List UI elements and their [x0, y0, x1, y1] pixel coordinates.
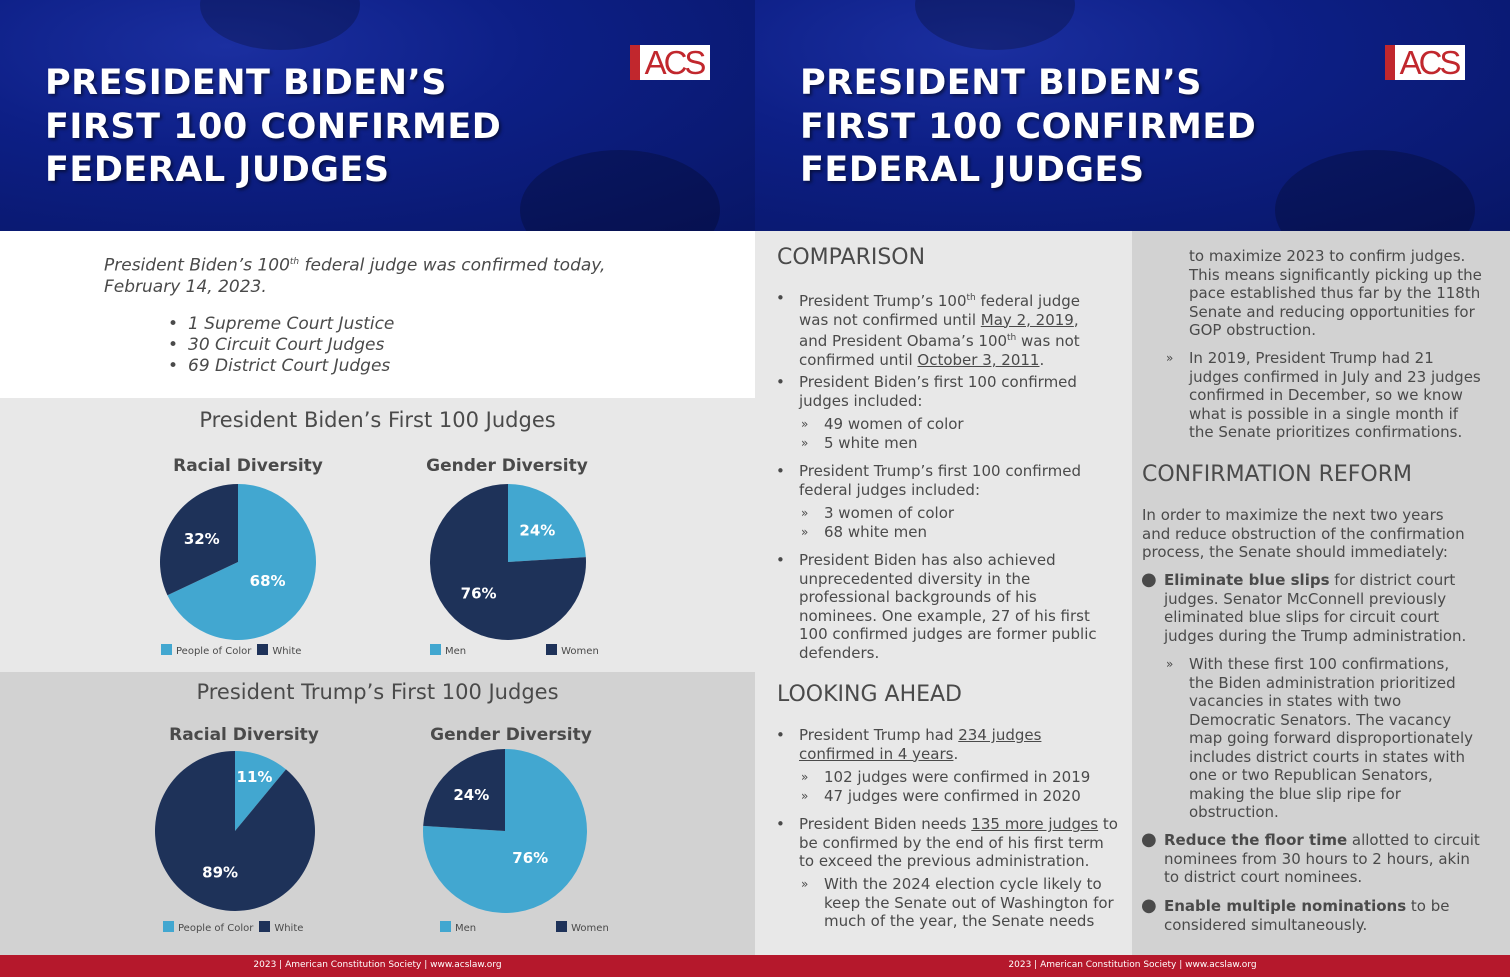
biden-charts-section — [0, 398, 755, 672]
gavel-shadow — [1275, 150, 1475, 231]
acs-logo: ACS — [1385, 44, 1465, 81]
list-item: ● Eliminate blue slips for district cour… — [1141, 569, 1467, 645]
judges-link[interactable]: 234 judges — [958, 726, 1042, 744]
pie-value-label: 32% — [184, 530, 220, 548]
list-item: 30 Circuit Court Judges — [168, 335, 394, 356]
sub-item: » With these first 100 confirmations, the… — [1166, 655, 1474, 821]
sub-item: » In 2019, President Trump had 21 judges … — [1166, 349, 1481, 441]
pie-slice-white — [154, 751, 315, 912]
trump-charts-title: President Trump’s First 100 Judges — [196, 680, 559, 704]
footer-bar — [0, 955, 1510, 977]
gavel-shadow — [915, 0, 1075, 50]
page-title: PRESIDENT BIDEN’S FIRST 100 CONFIRMED FE… — [800, 63, 1257, 190]
legend: Men Women — [430, 644, 599, 657]
header-banner-left: PRESIDENT BIDEN’S FIRST 100 CONFIRMED FE… — [0, 0, 755, 231]
pie-value-label: 68% — [250, 572, 286, 590]
chart-heading: Racial Diversity — [169, 725, 319, 745]
legend-item: People of Color — [163, 921, 253, 934]
intro-list: 1 Supreme Court Justice 30 Circuit Court… — [168, 314, 394, 377]
list-item: • President Trump had 234 judges confirm… — [776, 726, 1042, 763]
chart-heading: Racial Diversity — [173, 456, 323, 476]
pie-value-label: 89% — [202, 863, 238, 881]
page-title: PRESIDENT BIDEN’S FIRST 100 CONFIRMED FE… — [45, 63, 502, 190]
pie-value-label: 76% — [512, 849, 548, 867]
comparison-heading: COMPARISON — [777, 245, 926, 270]
pie-slice-white — [159, 484, 238, 596]
pie-slice-women — [430, 484, 586, 640]
list-item: • President Trump’s 100th federal judge … — [776, 289, 1080, 369]
pie-value-label: 24% — [453, 786, 489, 804]
list-item: 1 Supreme Court Justice — [168, 314, 394, 335]
chart-heading: Gender Diversity — [426, 456, 588, 476]
biden-charts-title: President Biden’s First 100 Judges — [199, 408, 556, 432]
list-item: • President Biden needs 135 more judges … — [776, 815, 1118, 870]
list-item: • President Biden has also achieved unpre… — [776, 551, 1097, 662]
sub-item: » 3 women of color — [801, 504, 955, 522]
list-item: ● Enable multiple nominations to be cons… — [1141, 895, 1450, 934]
reform-column — [1132, 231, 1510, 955]
footer-text: 2023 | American Constitution Society | w… — [253, 960, 502, 970]
sub-item: » 102 judges were confirmed in 2019 — [801, 768, 1091, 786]
pie-slice-people-of-color — [167, 484, 316, 640]
looking-ahead-heading: LOOKING AHEAD — [777, 682, 963, 707]
gavel-shadow — [520, 150, 720, 231]
date-link[interactable]: May 2, 2019 — [980, 310, 1074, 329]
gavel-shadow — [200, 0, 360, 50]
footer-text: 2023 | American Constitution Society | w… — [1008, 960, 1257, 970]
pie-slice-women — [423, 749, 505, 831]
sub-item: » 5 white men — [801, 434, 918, 452]
sub-item: » 49 women of color — [801, 415, 964, 433]
continued-text: to maximize 2023 to confirm judges. This … — [1189, 247, 1482, 339]
legend: People of Color White — [163, 921, 303, 934]
pie-slice-people-of-color — [235, 751, 286, 831]
reform-intro: In order to maximize the next two years a… — [1142, 506, 1465, 561]
reform-heading: CONFIRMATION REFORM — [1142, 462, 1413, 487]
legend: Men Women — [440, 921, 609, 934]
legend-item: Men — [430, 644, 466, 657]
sub-item: » 68 white men — [801, 523, 928, 541]
legend-item: White — [259, 921, 303, 934]
acs-logo: ACS — [630, 44, 710, 81]
list-item: ● Reduce the floor time allotted to circ… — [1141, 829, 1480, 886]
legend: People of Color White — [161, 644, 301, 657]
legend-item: Women — [556, 921, 609, 934]
pie-value-label: 76% — [461, 584, 497, 602]
judges-link[interactable]: 135 more judges — [971, 815, 1099, 833]
date-link[interactable]: October 3, 2011 — [917, 350, 1040, 369]
legend-item: White — [257, 644, 301, 657]
header-banner-right: PRESIDENT BIDEN’S FIRST 100 CONFIRMED FE… — [755, 0, 1510, 231]
list-item: • President Biden’s first 100 confirmed j… — [776, 373, 1077, 410]
sub-item: » 47 judges were confirmed in 2020 — [801, 787, 1081, 805]
intro-text: President Biden’s 100th federal judge wa… — [104, 255, 606, 297]
chart-heading: Gender Diversity — [430, 725, 592, 745]
legend-item: Women — [546, 644, 599, 657]
comparison-column — [755, 231, 1132, 955]
trump-charts-section — [0, 672, 755, 955]
pie-value-label: 11% — [237, 768, 273, 786]
pie-slice-men — [508, 484, 586, 562]
pie-charts: 68% 32% 24% 76% 11% 89% 76% 24% — [154, 484, 587, 913]
legend-item: People of Color — [161, 644, 251, 657]
list-item: 69 District Court Judges — [168, 356, 394, 377]
legend-item: Men — [440, 921, 476, 934]
judges-link[interactable]: confirmed in 4 years — [799, 744, 954, 763]
sub-item: » With the 2024 election cycle likely to… — [801, 875, 1114, 930]
list-item: • President Trump’s first 100 confirmed f… — [776, 462, 1081, 499]
pie-value-label: 24% — [519, 522, 555, 540]
